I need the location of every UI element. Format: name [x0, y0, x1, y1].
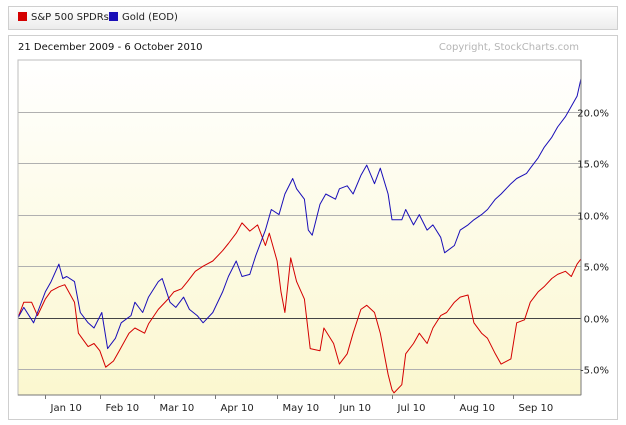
legend-swatch-gold [109, 12, 118, 21]
y-tick-label-1: 15.0% [577, 160, 609, 171]
x-tick-label-8: Sep 10 [519, 403, 554, 414]
series-line-sp500 [17, 222, 582, 394]
legend-swatch-sp500 [18, 12, 27, 21]
y-tick-labels: 20.0% 15.0% 10.0% 5.0% 0.0% -5.0% [577, 109, 609, 377]
x-tick-label-3: Apr 10 [221, 403, 254, 414]
grid [18, 112, 581, 399]
date-range-subtitle: 21 December 2009 - 6 October 2010 [18, 42, 203, 53]
x-tick-labels: Jan 10 Feb 10 Mar 10 Apr 10 May 10 Jun 10 Jul … [50, 403, 554, 414]
y-tick-label-3: 5.0% [584, 263, 609, 274]
x-tick-label-2: Mar 10 [160, 403, 195, 414]
copyright-note: Copyright, StockCharts.com [439, 42, 579, 53]
x-tick-label-4: May 10 [283, 403, 320, 414]
plot-background [18, 60, 581, 395]
performance-chart: 20.0% 15.0% 10.0% 5.0% 0.0% -5.0% Jan 10 Feb 1… [17, 42, 609, 414]
legend: S&P 500 SPDRs Gold (EOD) [8, 6, 618, 30]
x-tick-label-5: Jun 10 [339, 403, 372, 414]
y-tick-label-5: -5.0% [580, 366, 609, 377]
y-tick-label-0: 20.0% [577, 109, 609, 120]
series-line-gold [17, 78, 582, 350]
y-tick-label-4: 0.0% [584, 315, 609, 326]
legend-label-gold: Gold (EOD) [122, 12, 178, 23]
legend-label-sp500: S&P 500 SPDRs [31, 12, 109, 23]
chart-frame: 20.0% 15.0% 10.0% 5.0% 0.0% -5.0% Jan 10 Feb 1… [8, 35, 618, 420]
legend-item-sp500: S&P 500 SPDRs [18, 12, 109, 23]
x-tick-label-1: Feb 10 [106, 403, 140, 414]
y-tick-label-2: 10.0% [577, 212, 609, 223]
x-tick-label-7: Aug 10 [460, 403, 495, 414]
x-tick-label-0: Jan 10 [50, 403, 82, 414]
x-tick-label-6: Jul 10 [397, 403, 426, 414]
series-lines [17, 78, 582, 394]
legend-item-gold: Gold (EOD) [109, 12, 178, 23]
